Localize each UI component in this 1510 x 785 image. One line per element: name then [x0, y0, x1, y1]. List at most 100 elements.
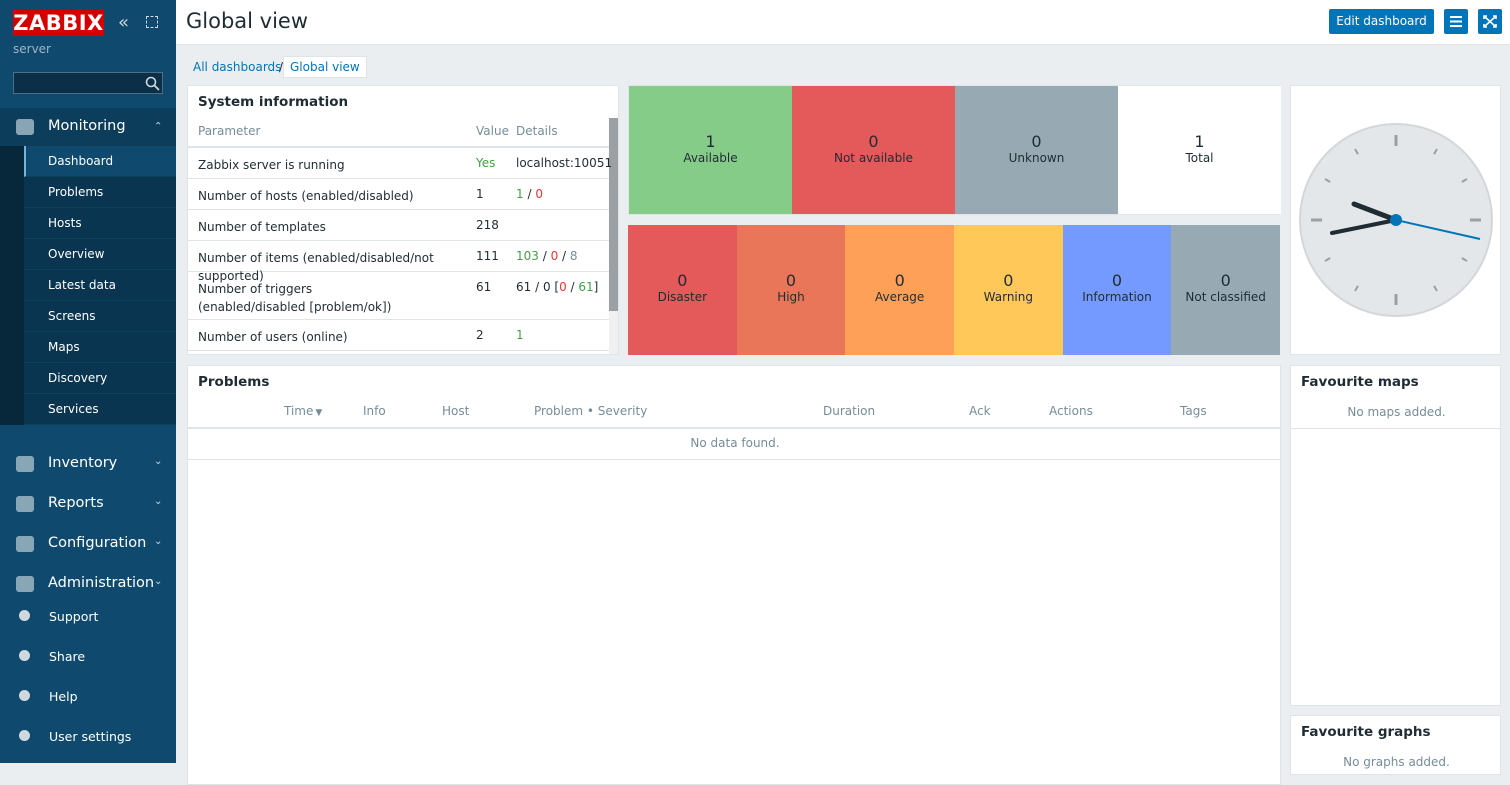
label: High — [777, 290, 805, 304]
submenu-item[interactable]: Discovery — [24, 363, 176, 394]
detail-part: 61 — [578, 280, 594, 294]
submenu-item[interactable]: Latest data — [24, 270, 176, 301]
search-box[interactable] — [13, 72, 163, 94]
detail-part: localhost:10051 — [516, 156, 613, 170]
status-tile[interactable]: 0 Average — [845, 225, 954, 355]
kiosk-icon[interactable] — [146, 16, 158, 28]
table-row: Number of triggers (enabled/disabled [pr… — [188, 272, 609, 320]
menu-section[interactable]: Configuration ⌄ — [0, 525, 176, 563]
parameter: Number of templates — [198, 220, 326, 234]
bottom-menu-item[interactable]: Share — [0, 640, 176, 674]
submenu-item[interactable]: Services — [24, 394, 176, 425]
label: Unknown — [1008, 151, 1065, 165]
submenu-item[interactable]: Dashboard — [24, 146, 176, 177]
label: Information — [1082, 290, 1152, 304]
sort-icon: ▼ — [315, 408, 323, 418]
submenu-item[interactable]: Screens — [24, 301, 176, 332]
menu-label[interactable]: Configuration — [48, 535, 147, 551]
submenu-item[interactable]: Hosts — [24, 208, 176, 239]
column-header: Details — [516, 124, 558, 138]
detail-part: 61 / 0 [ — [516, 280, 560, 294]
status-tile[interactable]: 0 High — [736, 225, 846, 355]
label: Total — [1185, 151, 1214, 165]
scrollbar[interactable] — [609, 118, 618, 354]
bottom-menu-item[interactable]: User settings — [0, 720, 176, 754]
detail-part: ] — [593, 280, 599, 294]
favourite-maps-widget: Favourite maps No maps added. — [1290, 365, 1501, 706]
favourite-graphs-widget: Favourite graphs No graphs added. — [1290, 715, 1501, 775]
menu-icon — [16, 119, 34, 135]
status-tile[interactable]: 0 Information — [1062, 225, 1172, 355]
fullscreen-button[interactable] — [1478, 9, 1502, 34]
menu-label[interactable]: Support — [49, 609, 99, 624]
submenu-item[interactable]: Problems — [24, 177, 176, 208]
menu-label[interactable]: Share — [49, 649, 86, 664]
status-tile[interactable]: 0 Unknown — [955, 86, 1118, 214]
rule — [188, 146, 609, 148]
table-row: Number of items (enabled/disabled/not su… — [188, 241, 609, 283]
status-tile[interactable]: 0 Not available — [792, 86, 955, 214]
collapse-icon[interactable]: « — [118, 12, 130, 33]
menu-section[interactable]: Monitoring ⌄ — [0, 108, 176, 146]
menu-icon — [19, 650, 30, 661]
column-header: Duration — [823, 404, 876, 418]
count: 0 — [868, 132, 879, 151]
widget-title: System information — [198, 94, 349, 110]
menu-label[interactable]: Administration — [48, 575, 155, 591]
menu-icon — [19, 730, 30, 741]
problems-by-severity-widget: 0 Disaster 0 High 0 Average 0 Warning 0 Informati… — [628, 225, 1280, 355]
clock-tick — [1354, 285, 1359, 292]
menu-icon — [16, 496, 34, 512]
menu-icon — [16, 536, 34, 552]
empty-message: No graphs added. — [1343, 755, 1450, 769]
menu-label[interactable]: Monitoring — [48, 118, 126, 134]
menu-label[interactable]: User settings — [49, 729, 132, 744]
parameter: Number of triggers (enabled/disabled [pr… — [198, 282, 392, 314]
detail-part: 0 — [535, 187, 543, 201]
logo[interactable]: ZABBIX — [13, 10, 104, 36]
search-icon[interactable] — [145, 76, 160, 91]
menu-label[interactable]: Help — [49, 689, 78, 704]
header: Global view Edit dashboard — [176, 0, 1510, 45]
menu-icon — [16, 576, 34, 592]
details: 103 / 0 / 8 — [516, 249, 578, 263]
breadcrumb-link[interactable]: All dashboards — [193, 60, 282, 74]
breadcrumb-current[interactable]: Global view — [283, 56, 367, 78]
chevron: ⌄ — [154, 536, 163, 547]
value: 1 — [476, 187, 484, 201]
menu-label[interactable]: Inventory — [48, 455, 118, 471]
status-tile[interactable]: 1 Total — [1118, 86, 1281, 214]
system-information-widget: System information Parameter Value Details… — [187, 85, 619, 355]
page-title: Global view — [186, 9, 309, 33]
menu-button[interactable] — [1444, 9, 1468, 34]
clock-tick — [1354, 148, 1359, 155]
bottom-menu-item[interactable]: Help — [0, 680, 176, 714]
status-tile[interactable]: 0 Not classified — [1171, 225, 1280, 355]
parameter: Number of hosts (enabled/disabled) — [198, 189, 414, 203]
details: 1 / 0 — [516, 187, 543, 201]
bottom-menu-item[interactable]: Support — [0, 600, 176, 634]
menu-label[interactable]: Reports — [48, 495, 104, 511]
chevron: ⌄ — [154, 576, 163, 587]
status-tile[interactable]: 1 Available — [629, 86, 792, 214]
status-tile[interactable]: 0 Disaster — [628, 225, 737, 355]
value: 111 — [476, 249, 499, 263]
count: 0 — [1220, 271, 1231, 290]
submenu-item[interactable]: Maps — [24, 332, 176, 363]
breadcrumb-separator: / — [279, 60, 284, 74]
column-header[interactable]: Time ▼ — [284, 404, 323, 418]
menu-section[interactable]: Administration ⌄ — [0, 565, 176, 603]
submenu-item[interactable]: Overview — [24, 239, 176, 270]
column-header: Parameter — [198, 124, 261, 138]
edit-dashboard-button[interactable]: Edit dashboard — [1329, 9, 1434, 34]
status-tile[interactable]: 0 Warning — [954, 225, 1063, 355]
value: 61 — [476, 280, 492, 294]
count: 1 — [705, 132, 716, 151]
clock-tick — [1461, 178, 1468, 183]
menu-section[interactable]: Reports ⌄ — [0, 485, 176, 523]
menu-section[interactable]: Inventory ⌄ — [0, 445, 176, 483]
sidebar: ZABBIX « server Monitoring ⌄ Dashboard Prob… — [0, 0, 176, 763]
label: Disaster — [657, 290, 708, 304]
count: 0 — [1031, 132, 1042, 151]
details: 1 — [516, 328, 524, 342]
